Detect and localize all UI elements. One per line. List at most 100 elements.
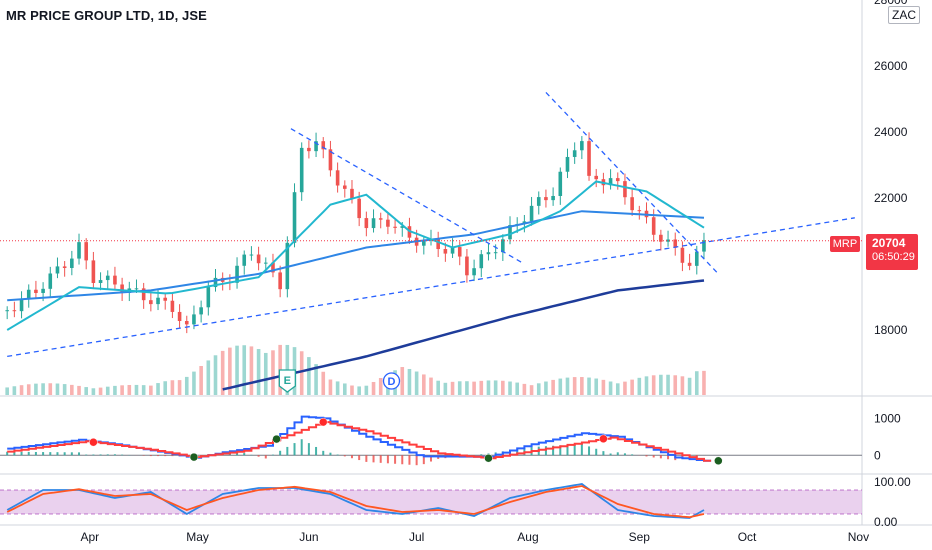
- macd-histogram-bar: [6, 451, 9, 456]
- volume-bar: [486, 380, 491, 395]
- volume-bar: [659, 374, 663, 395]
- volume-bar: [666, 374, 670, 395]
- macd-histogram-bar: [516, 449, 519, 456]
- macd-cross-marker: [599, 434, 608, 444]
- volume-bar: [544, 381, 548, 395]
- macd-histogram-bar: [386, 455, 389, 464]
- volume-bar: [429, 377, 433, 395]
- macd-histogram-bar: [552, 445, 555, 456]
- candle-body: [630, 197, 634, 211]
- price-tick-label: 26000: [874, 59, 908, 73]
- macd-cross-marker: [319, 417, 328, 427]
- volume-bar: [572, 377, 577, 395]
- volume-bar: [673, 375, 678, 395]
- time-tick-label: Apr: [80, 530, 99, 544]
- candle-body: [594, 175, 599, 180]
- candle-body: [271, 262, 275, 273]
- volume-bar: [350, 385, 354, 395]
- candle-body: [702, 240, 706, 252]
- dividend-shape: [382, 372, 401, 390]
- volume-bar: [364, 385, 369, 395]
- candle-body: [141, 288, 146, 301]
- macd-histogram-bar: [401, 455, 404, 465]
- volume-bar: [62, 384, 67, 395]
- macd-histogram-bar: [286, 446, 289, 456]
- candle-body: [529, 205, 534, 222]
- candle-body: [544, 197, 548, 201]
- macd-histogram-bar: [49, 452, 52, 456]
- candle-body: [292, 192, 297, 243]
- volume-bar: [457, 381, 462, 395]
- volume-bar: [515, 382, 519, 395]
- candle-body: [41, 288, 45, 293]
- macd-tick-label: 1000: [874, 411, 901, 425]
- candle-body: [386, 219, 390, 227]
- macd-histogram-bar: [415, 455, 418, 466]
- candle-body: [343, 185, 347, 189]
- macd-histogram-bar: [652, 455, 655, 458]
- macd-histogram-bar: [631, 454, 634, 456]
- rsi-tick-label: 0.00: [874, 515, 898, 529]
- volume-bar: [134, 384, 139, 395]
- volume-bar: [594, 378, 599, 395]
- candle-body: [98, 280, 103, 283]
- candle-body: [278, 272, 282, 290]
- macd-histogram-bar: [56, 452, 59, 456]
- volume-bar: [12, 386, 17, 395]
- macd-histogram-bar: [394, 455, 397, 464]
- macd-histogram-bar: [70, 452, 73, 456]
- volume-bar: [271, 350, 275, 395]
- volume-bar: [192, 371, 196, 395]
- volume-bar: [55, 383, 60, 395]
- volume-bar: [407, 368, 412, 395]
- volume-bar: [26, 384, 31, 395]
- candle-body: [192, 314, 196, 325]
- candle-body: [371, 218, 376, 229]
- earnings-marker: E: [278, 369, 296, 393]
- volume-bar: [623, 381, 627, 395]
- volume-bar: [328, 379, 333, 395]
- macd-histogram-bar: [422, 455, 425, 465]
- candle-body: [378, 218, 383, 220]
- macd-histogram-bar: [379, 455, 382, 463]
- candle-body: [580, 141, 584, 151]
- candle-body: [242, 254, 247, 266]
- candle-body: [680, 247, 685, 263]
- volume-bar: [48, 383, 53, 395]
- candle-body: [551, 195, 555, 201]
- trendline: [290, 128, 525, 265]
- time-tick-label: Sep: [629, 530, 651, 544]
- volume-bar: [343, 383, 347, 395]
- candle-body: [62, 266, 67, 268]
- dividend-label: D: [388, 376, 396, 388]
- candle-body: [199, 307, 203, 315]
- candle-body: [249, 254, 254, 256]
- earnings-label: E: [284, 375, 291, 387]
- time-tick-label: May: [186, 530, 209, 544]
- candle-body: [12, 310, 17, 312]
- macd-histogram-bar: [566, 444, 569, 456]
- candle-body: [184, 321, 189, 325]
- volume-bar: [41, 383, 45, 395]
- volume-bar: [630, 379, 634, 395]
- volume-bar: [414, 371, 419, 395]
- candle-body: [335, 170, 340, 186]
- candle-body: [70, 258, 74, 268]
- volume-bar: [378, 378, 383, 395]
- currency-badge[interactable]: ZAC: [888, 6, 920, 24]
- macd-histogram-bar: [480, 454, 483, 456]
- candle-body: [666, 239, 670, 242]
- candle-body: [299, 147, 304, 193]
- volume-bar: [565, 377, 570, 395]
- volume-bar: [551, 379, 555, 395]
- candle-body: [694, 251, 699, 266]
- volume-bar: [493, 380, 498, 395]
- volume-bar: [113, 385, 117, 395]
- macd-tick-label: 0: [874, 448, 881, 462]
- macd-histogram-bar: [595, 448, 598, 456]
- volume-bar: [637, 377, 642, 395]
- candle-body: [508, 225, 512, 240]
- macd-histogram-bar: [85, 454, 88, 456]
- volume-bar: [34, 383, 38, 395]
